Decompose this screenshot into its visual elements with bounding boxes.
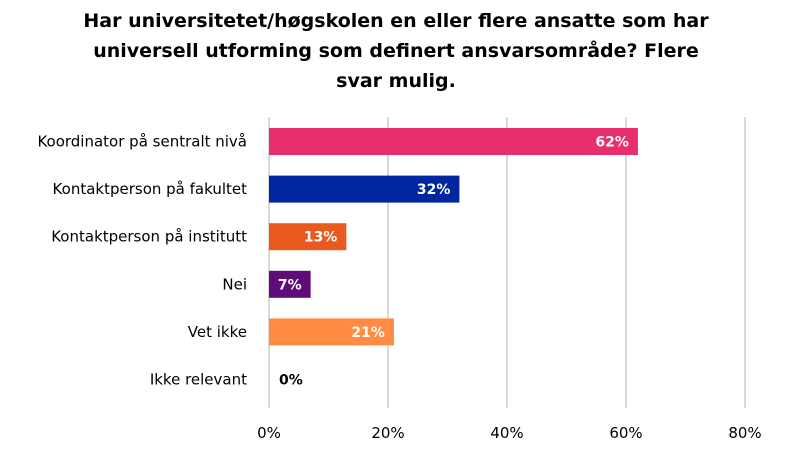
- category-label: Vet ikke: [188, 323, 247, 341]
- category-label: Ikke relevant: [150, 371, 247, 389]
- category-label: Kontaktperson på institutt: [51, 228, 247, 246]
- bar: [269, 128, 638, 155]
- data-label: 32%: [417, 182, 451, 198]
- data-label: 62%: [595, 135, 629, 151]
- bar: [269, 270, 311, 298]
- data-label: 13%: [304, 230, 338, 246]
- bar: [269, 318, 394, 346]
- chart-title-line: svar mulig.: [336, 70, 456, 92]
- category-label: Koordinator på sentralt nivå: [37, 133, 247, 151]
- x-tick-label: 20%: [371, 424, 404, 442]
- data-label: 0%: [279, 373, 303, 389]
- bar: [269, 175, 460, 203]
- x-tick-label: 60%: [609, 424, 642, 442]
- data-label: 21%: [351, 325, 385, 341]
- category-label: Nei: [222, 275, 247, 293]
- chart-title-line: Har universitetet/høgskolen en eller fle…: [83, 10, 709, 32]
- chart-title-line: universell utforming som definert ansvar…: [93, 38, 699, 62]
- x-tick-label: 80%: [728, 424, 761, 442]
- bar: [269, 223, 347, 251]
- x-tick-label: 0%: [257, 424, 281, 442]
- data-label: 7%: [278, 277, 302, 293]
- x-tick-label: 40%: [490, 424, 523, 442]
- category-label: Kontaktperson på fakultet: [53, 180, 248, 198]
